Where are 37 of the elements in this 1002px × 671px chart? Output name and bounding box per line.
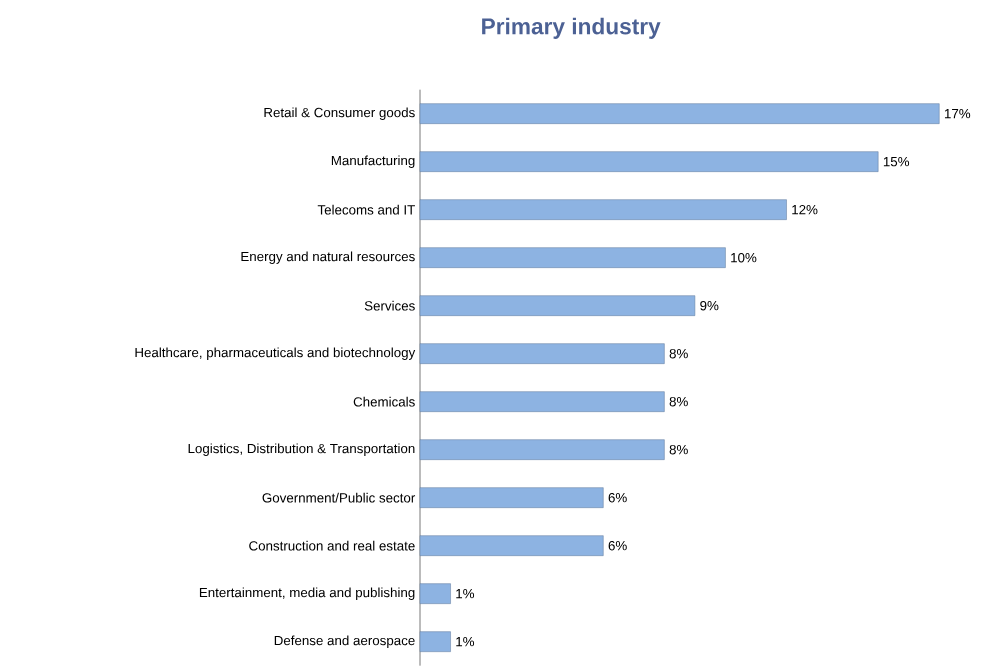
bar	[419, 295, 696, 316]
y-tick-label: Chemicals	[353, 396, 415, 407]
data-label: 9%	[700, 300, 719, 311]
data-label: 10%	[731, 252, 757, 263]
data-label: 1%	[456, 637, 475, 647]
y-tick-label: Telecoms and IT	[317, 204, 415, 215]
data-label: 12%	[792, 204, 818, 215]
bar	[419, 487, 604, 508]
chart-title: Primary industry	[482, 17, 661, 39]
data-label: 6%	[608, 540, 627, 551]
bar	[419, 151, 879, 172]
y-tick-label: Government/Public sector	[262, 492, 416, 503]
data-label: 1%	[456, 589, 475, 599]
y-tick-label: Construction and real estate	[249, 540, 415, 551]
bar	[419, 583, 451, 604]
y-tick-label: Retail & Consumer goods	[264, 107, 415, 120]
bar	[419, 535, 604, 556]
bar	[419, 103, 940, 124]
data-label: 8%	[669, 444, 688, 455]
data-label: 15%	[883, 156, 910, 167]
bar	[419, 343, 665, 364]
y-tick-label: Services	[364, 300, 415, 311]
y-tick-label: Logistics, Distribution & Transportation	[188, 443, 415, 456]
y-tick-label: Manufacturing	[331, 155, 415, 168]
y-tick-label: Healthcare, pharmaceuticals and biotechnology	[135, 347, 416, 360]
y-tick-label: Energy and natural resources	[241, 251, 415, 264]
y-tick-label: Entertainment, media and publishing	[199, 587, 415, 600]
bar	[419, 391, 665, 412]
bar	[419, 199, 787, 220]
bar	[419, 247, 726, 268]
data-label: 6%	[608, 492, 627, 503]
y-tick-label: Defense and aerospace	[274, 635, 415, 648]
data-label: 8%	[669, 348, 688, 359]
data-label: 8%	[669, 396, 688, 407]
bar	[419, 631, 451, 652]
bar	[419, 439, 665, 460]
data-label: 17%	[944, 108, 971, 119]
